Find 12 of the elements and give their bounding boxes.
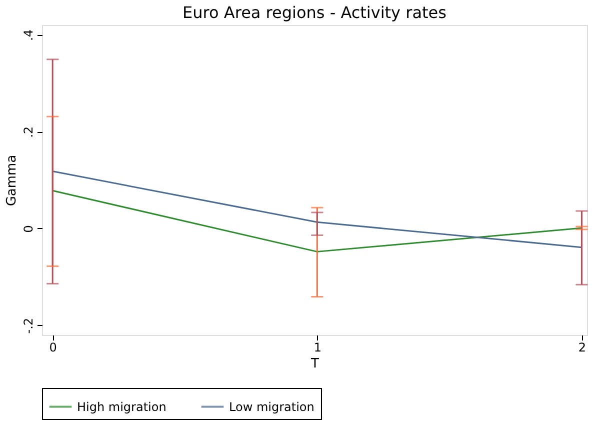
y-tick-label: -.2: [22, 318, 36, 334]
y-tick-label: 0: [22, 225, 36, 233]
x-tick-label: 0: [49, 340, 57, 354]
x-axis-title: T: [310, 356, 320, 372]
x-tick-label: 2: [578, 340, 586, 354]
y-tick-label: .4: [22, 29, 36, 41]
legend-label: Low migration: [229, 400, 314, 414]
y-tick-label: .2: [22, 126, 36, 138]
y-axis-title: Gamma: [4, 154, 20, 206]
chart-title: Euro Area regions - Activity rates: [182, 3, 446, 22]
x-tick-label: 1: [314, 340, 322, 354]
legend-label: High migration: [77, 400, 166, 414]
